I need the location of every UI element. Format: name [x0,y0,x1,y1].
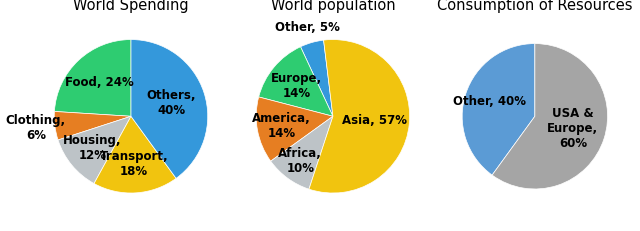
Text: Africa,
10%: Africa, 10% [278,147,323,175]
Text: Housing,
12%: Housing, 12% [63,134,122,162]
Title: World Spending: World Spending [73,0,189,13]
Text: Food, 24%: Food, 24% [65,76,134,89]
Wedge shape [462,44,535,175]
Wedge shape [271,116,333,189]
Text: Others,
40%: Others, 40% [147,89,196,117]
Text: USA &
Europe,
60%: USA & Europe, 60% [547,107,598,150]
Wedge shape [309,40,410,193]
Wedge shape [54,40,131,116]
Wedge shape [131,40,208,178]
Text: Clothing,
6%: Clothing, 6% [6,114,66,142]
Text: Asia, 57%: Asia, 57% [342,114,408,127]
Wedge shape [301,40,333,116]
Title: Consumption of Resources: Consumption of Resources [437,0,632,13]
Text: Europe,
14%: Europe, 14% [271,72,322,100]
Text: America,
14%: America, 14% [252,112,311,140]
Title: World population: World population [271,0,396,13]
Wedge shape [54,112,131,140]
Text: Other, 5%: Other, 5% [275,21,340,34]
Wedge shape [259,47,333,116]
Wedge shape [94,116,176,193]
Text: Transport,
18%: Transport, 18% [100,150,168,178]
Wedge shape [58,116,131,183]
Wedge shape [256,97,333,161]
Text: Other, 40%: Other, 40% [453,95,527,108]
Wedge shape [492,44,607,189]
